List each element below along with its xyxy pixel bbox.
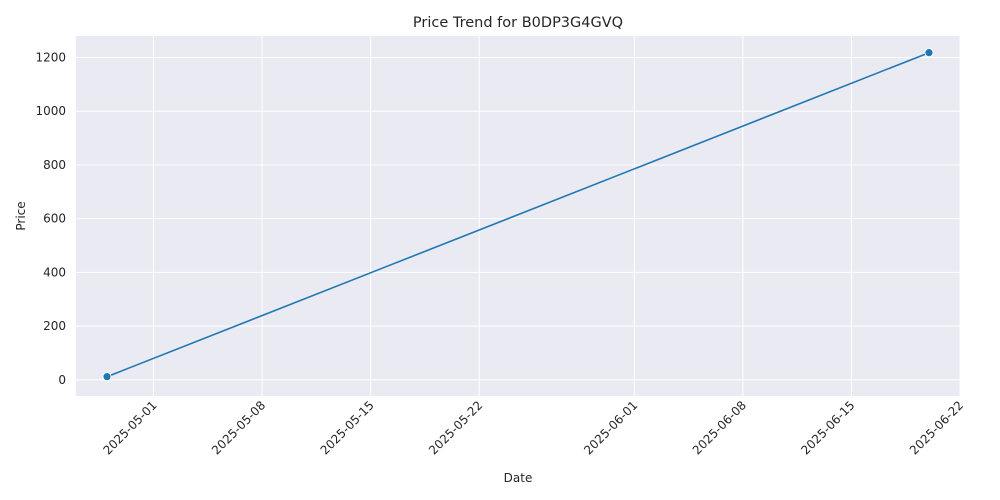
y-tick-label: 1200 [35,50,66,64]
gridlines [76,36,961,396]
y-axis: 0 200 400 600 800 1000 1200 [35,50,66,386]
y-tick-label: 1000 [35,104,66,118]
y-tick-label: 600 [43,212,66,226]
y-tick-label: 400 [43,265,66,279]
data-point [924,48,934,58]
y-tick-label: 200 [43,319,66,333]
data-point [102,372,112,382]
chart-title: Price Trend for B0DP3G4GVQ [413,15,623,31]
y-tick-label: 0 [58,373,66,387]
x-axis-title: Date [504,471,533,485]
plot-area [76,36,960,396]
y-tick-label: 800 [43,158,66,172]
y-axis-title: Price [14,201,28,230]
series-layer [102,48,934,382]
